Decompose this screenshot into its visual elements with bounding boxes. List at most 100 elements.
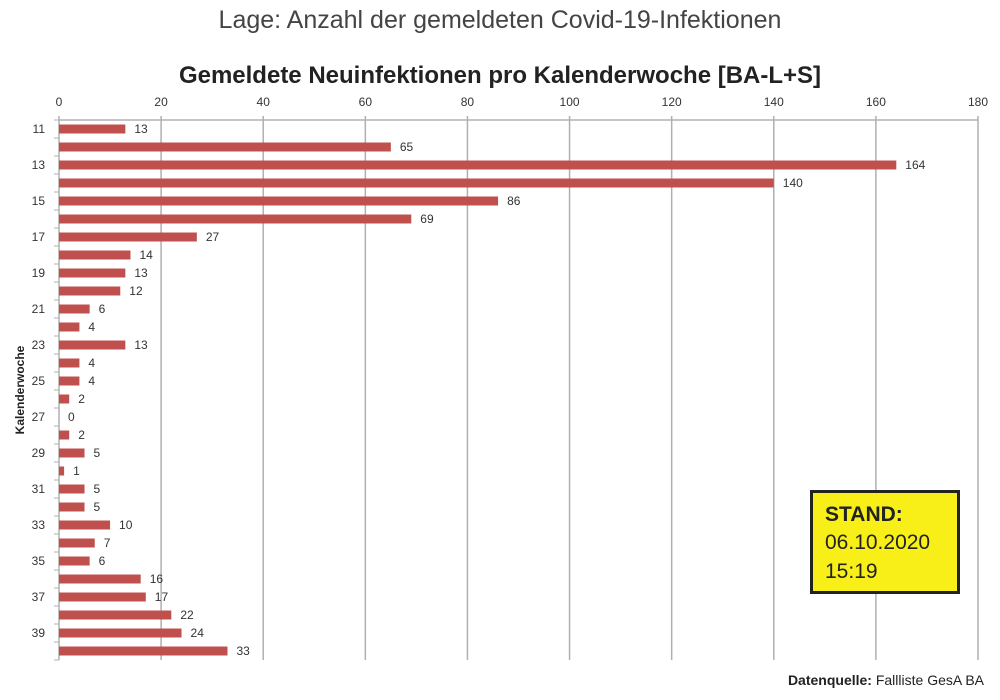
data-label: 6 xyxy=(99,554,106,568)
page-title: Lage: Anzahl der gemeldeten Covid-19-Inf… xyxy=(218,6,782,34)
data-label: 7 xyxy=(104,536,111,550)
bar xyxy=(59,520,111,530)
bar xyxy=(59,178,774,188)
y-tick-label: 37 xyxy=(32,590,46,604)
data-label: 86 xyxy=(507,194,521,208)
bar xyxy=(59,574,141,584)
data-label: 24 xyxy=(191,626,205,640)
bar xyxy=(59,196,499,206)
data-label: 2 xyxy=(78,428,85,442)
x-tick-label: 160 xyxy=(866,95,886,109)
data-label: 5 xyxy=(94,500,101,514)
bar xyxy=(59,556,90,566)
y-tick-label: 33 xyxy=(32,518,46,532)
stand-box: STAND: 06.10.2020 15:19 xyxy=(810,490,960,594)
y-tick-label: 25 xyxy=(32,374,46,388)
data-source: Datenquelle: Fallliste GesA BA xyxy=(788,672,984,688)
data-label: 17 xyxy=(155,590,169,604)
bar xyxy=(59,466,65,476)
grid-lines xyxy=(58,116,979,660)
bar xyxy=(59,610,172,620)
bar xyxy=(59,376,80,386)
bar xyxy=(59,502,85,512)
bar xyxy=(59,286,121,296)
x-tick-label: 80 xyxy=(461,95,475,109)
data-label: 1 xyxy=(73,464,80,478)
x-tick-label: 180 xyxy=(968,95,988,109)
data-label: 5 xyxy=(94,446,101,460)
data-label: 0 xyxy=(68,410,75,424)
data-label: 4 xyxy=(88,374,95,388)
x-tick-label: 60 xyxy=(359,95,373,109)
y-tick-label: 21 xyxy=(32,302,46,316)
y-tick-label: 19 xyxy=(32,266,46,280)
y-tick-label: 15 xyxy=(32,194,46,208)
data-label: 22 xyxy=(180,608,194,622)
data-label: 33 xyxy=(236,644,250,658)
data-label: 13 xyxy=(134,338,148,352)
x-tick-label: 0 xyxy=(56,95,63,109)
bar xyxy=(59,268,126,278)
x-tick-label: 140 xyxy=(764,95,784,109)
bar xyxy=(59,394,70,404)
source-value: Fallliste GesA BA xyxy=(875,672,984,688)
bar xyxy=(59,250,131,260)
stand-label: STAND: xyxy=(825,503,903,526)
y-axis: 11 13 15 17 19 21 23 25 27 29 31 33 35 37 39 xyxy=(32,119,59,661)
y-tick-label: 23 xyxy=(32,338,46,352)
y-tick-label: 11 xyxy=(33,122,46,136)
y-tick-label: 39 xyxy=(32,626,46,640)
bar xyxy=(59,124,126,134)
x-tick-label: 20 xyxy=(154,95,168,109)
y-tick-label: 31 xyxy=(32,482,46,496)
data-label: 69 xyxy=(420,212,434,226)
bar xyxy=(59,214,412,224)
bar xyxy=(59,538,95,548)
data-label: 6 xyxy=(99,302,106,316)
bar xyxy=(59,484,85,494)
data-label: 13 xyxy=(134,266,148,280)
y-tick-label: 17 xyxy=(32,230,46,244)
bar xyxy=(59,448,85,458)
bar xyxy=(59,628,182,638)
bar xyxy=(59,160,897,170)
bar xyxy=(59,592,146,602)
data-label: 2 xyxy=(78,392,85,406)
stand-date: 06.10.2020 xyxy=(825,531,931,554)
bar xyxy=(59,322,80,332)
data-label: 12 xyxy=(129,284,143,298)
bar xyxy=(59,304,90,314)
data-label: 10 xyxy=(119,518,133,532)
y-axis-label: Kalenderwoche xyxy=(13,345,27,434)
bar xyxy=(59,142,391,152)
y-tick-label: 35 xyxy=(32,554,46,568)
data-label: 13 xyxy=(134,122,148,136)
bar xyxy=(59,358,80,368)
data-label: 5 xyxy=(94,482,101,496)
data-label: 140 xyxy=(783,176,803,190)
y-tick-label: 29 xyxy=(32,446,46,460)
x-tick-label: 120 xyxy=(662,95,682,109)
data-label: 164 xyxy=(905,158,925,172)
bar xyxy=(59,430,70,440)
data-label: 4 xyxy=(88,356,95,370)
data-labels: 1365164140866927141312641344202515510761… xyxy=(68,122,926,658)
x-tick-label: 100 xyxy=(560,95,580,109)
data-label: 16 xyxy=(150,572,164,586)
data-label: 4 xyxy=(88,320,95,334)
x-tick-label: 40 xyxy=(257,95,271,109)
bar xyxy=(59,232,197,242)
chart-title: Gemeldete Neuinfektionen pro Kalenderwoc… xyxy=(178,62,822,89)
data-label: 27 xyxy=(206,230,220,244)
bars xyxy=(59,124,897,656)
bar xyxy=(59,340,126,350)
source-label: Datenquelle: xyxy=(787,672,872,688)
data-label: 65 xyxy=(400,140,414,154)
y-tick-label: 13 xyxy=(32,158,46,172)
bar xyxy=(59,646,228,656)
y-tick-label: 27 xyxy=(32,410,46,424)
stand-time: 15:19 xyxy=(825,560,878,583)
data-label: 14 xyxy=(139,248,153,262)
x-axis-ticks: 0 20 40 60 80 100 120 140 160 180 xyxy=(56,95,989,109)
